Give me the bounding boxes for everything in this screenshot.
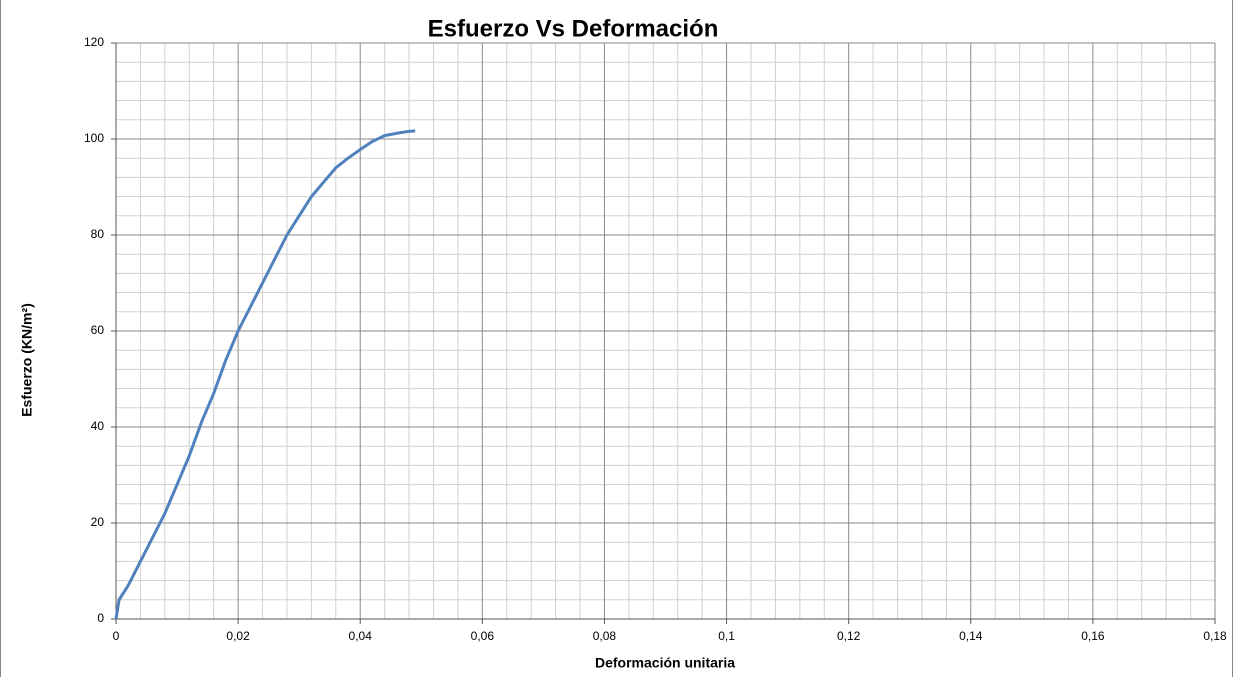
y-tick-label: 100 [84,131,104,145]
y-tick-label: 20 [91,515,105,529]
x-tick-label: 0,18 [1203,629,1227,643]
y-tick-label: 80 [91,227,105,241]
y-tick-label: 60 [91,323,105,337]
x-tick-label: 0,02 [226,629,250,643]
x-tick-label: 0,12 [837,629,861,643]
x-tick-label: 0,06 [471,629,495,643]
chart-title: Esfuerzo Vs Deformación [428,15,719,42]
x-tick-label: 0,1 [718,629,735,643]
y-axis-title: Esfuerzo (KN/m²) [19,303,35,417]
data-line [114,129,416,620]
x-tick-label: 0 [113,629,120,643]
x-axis-title: Deformación unitaria [595,655,735,671]
y-tick-label: 40 [91,419,105,433]
x-tick-label: 0,04 [349,629,373,643]
x-tick-label: 0,14 [959,629,983,643]
y-tick-label: 0 [97,611,104,625]
y-tick-label: 120 [84,35,104,49]
x-tick-label: 0,16 [1081,629,1105,643]
x-tick-label: 0,08 [593,629,617,643]
